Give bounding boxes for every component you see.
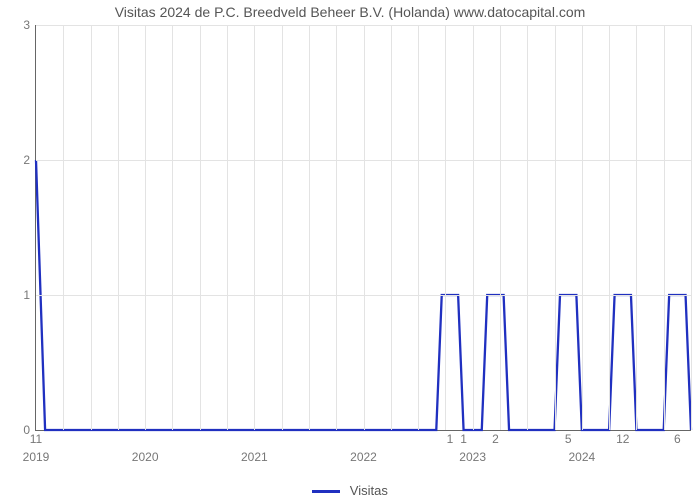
vgrid-line [609,25,610,430]
hgrid-line [36,295,691,296]
plot-area: 0123201920202021202220232024111125126 [35,25,691,431]
x-year-label: 2021 [241,450,268,464]
x-value-label: 1 [460,432,467,446]
chart-title: Visitas 2024 de P.C. Breedveld Beheer B.… [0,4,700,20]
x-value-label: 12 [616,432,629,446]
vgrid-line [63,25,64,430]
vgrid-line [636,25,637,430]
vgrid-line [391,25,392,430]
x-year-label: 2023 [459,450,486,464]
vgrid-line [364,25,365,430]
x-value-label: 11 [30,432,42,446]
vgrid-line [555,25,556,430]
vgrid-line [172,25,173,430]
x-year-label: 2019 [23,450,50,464]
x-value-label: 2 [492,432,499,446]
y-tick-label: 1 [23,288,30,302]
x-year-label: 2020 [132,450,159,464]
vgrid-line [664,25,665,430]
legend-label: Visitas [350,483,388,498]
x-year-label: 2022 [350,450,377,464]
x-value-label: 1 [447,432,454,446]
vgrid-line [500,25,501,430]
hgrid-line [36,160,691,161]
vgrid-line [445,25,446,430]
vgrid-line [582,25,583,430]
vgrid-line [200,25,201,430]
vgrid-line [336,25,337,430]
x-year-label: 2024 [568,450,595,464]
vgrid-line [282,25,283,430]
x-value-label: 6 [674,432,681,446]
legend-swatch [312,490,340,493]
vgrid-line [527,25,528,430]
y-tick-label: 3 [23,18,30,32]
legend: Visitas [0,483,700,498]
x-value-label: 5 [565,432,572,446]
vgrid-line [227,25,228,430]
y-tick-label: 2 [23,153,30,167]
vgrid-line [309,25,310,430]
vgrid-line [691,25,692,430]
vgrid-line [145,25,146,430]
vgrid-line [473,25,474,430]
vgrid-line [118,25,119,430]
hgrid-line [36,25,691,26]
vgrid-line [91,25,92,430]
chart-container: Visitas 2024 de P.C. Breedveld Beheer B.… [0,0,700,500]
vgrid-line [254,25,255,430]
vgrid-line [418,25,419,430]
